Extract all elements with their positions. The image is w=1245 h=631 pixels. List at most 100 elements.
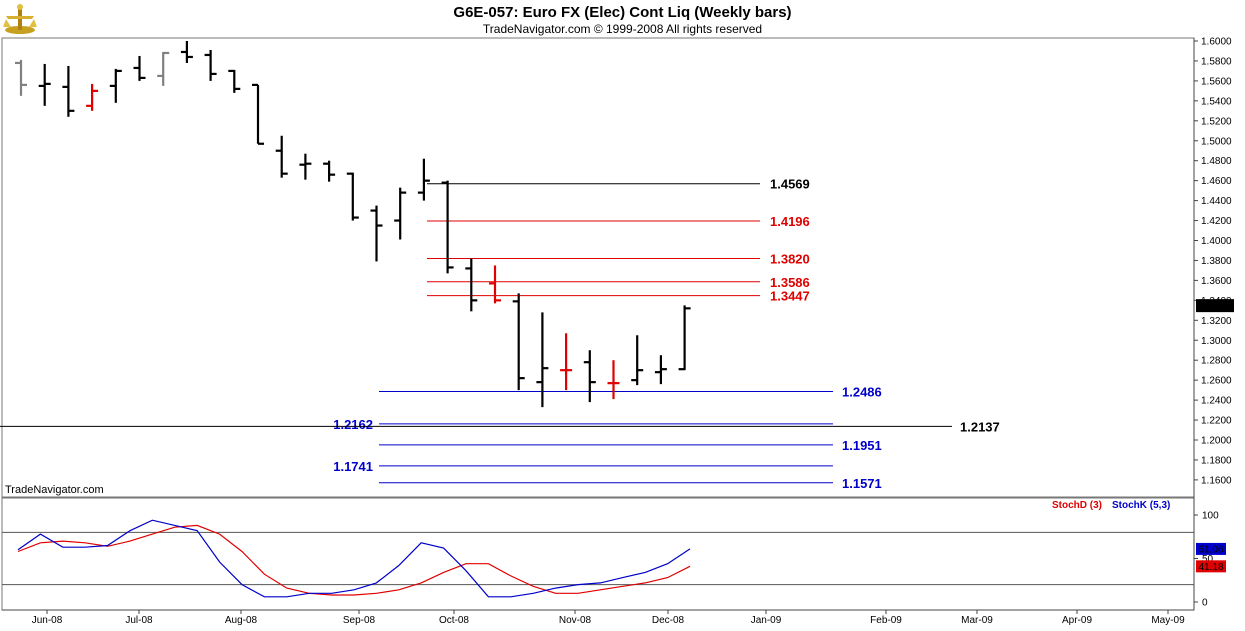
price-bar xyxy=(252,83,264,145)
time-tick-label: Feb-09 xyxy=(870,615,902,626)
level-label: 1.4569 xyxy=(770,177,810,192)
price-bar xyxy=(38,63,51,106)
price-bar xyxy=(157,51,170,86)
price-bar xyxy=(441,180,454,274)
price-bar xyxy=(204,49,217,81)
axes-layer: 1.6000 1.5800 1.5600 1.5400 1.5200 1.5000 1.48… xyxy=(1,37,1234,626)
price-tick-label: 1.3000 xyxy=(1201,336,1232,347)
price-bar xyxy=(109,68,122,103)
price-tick-label: 1.2600 xyxy=(1201,376,1232,387)
price-bar xyxy=(62,65,75,117)
price-bar xyxy=(654,355,667,385)
price-bar xyxy=(536,312,549,408)
stochastic-layer: 100 50 0 41.18 61.06 StochD (3) StochK (5,3) xyxy=(2,500,1226,609)
price-bar xyxy=(228,69,241,93)
price-bar xyxy=(15,59,27,96)
stoch-tick-label: 50 xyxy=(1202,554,1214,565)
time-tick-label: Jan-09 xyxy=(751,615,782,626)
level-label: 1.3586 xyxy=(770,275,810,290)
price-tick-label: 1.3800 xyxy=(1201,256,1232,267)
price-tick-label: 1.2200 xyxy=(1201,416,1232,427)
level-label: 1.2137 xyxy=(960,419,1000,434)
price-tick-label: 1.2000 xyxy=(1201,436,1232,447)
price-bar xyxy=(583,350,596,403)
copyright-text: TradeNavigator.com © 1999-2008 All right… xyxy=(482,22,763,36)
level-label: 1.3820 xyxy=(770,251,810,266)
level-label: 1.4196 xyxy=(770,214,810,229)
level-label: 1.1741 xyxy=(333,459,373,474)
price-bar xyxy=(560,333,573,391)
price-tick-label: 1.3600 xyxy=(1201,276,1232,287)
stoch-tick-label: 100 xyxy=(1202,511,1219,522)
price-bar xyxy=(275,135,288,178)
price-bar xyxy=(346,172,359,221)
stochk-legend: StochK (5,3) xyxy=(1112,500,1170,511)
price-tick-label: 1.2800 xyxy=(1201,356,1232,367)
price-tick-label: 1.5000 xyxy=(1201,136,1232,147)
indicator-pane-frame xyxy=(1,497,1195,611)
chart-header: G6E-057: Euro FX (Elec) Cont Liq (Weekly… xyxy=(0,0,1245,38)
price-tick-label: 1.3200 xyxy=(1201,316,1232,327)
chart-title: G6E-057: Euro FX (Elec) Cont Liq (Weekly… xyxy=(453,4,792,21)
price-tick-label: 1.5600 xyxy=(1201,76,1232,87)
time-tick-label: Oct-08 xyxy=(439,615,469,626)
time-tick-label: Aug-08 xyxy=(225,615,258,626)
level-label: 1.3447 xyxy=(770,289,810,304)
price-tick-label: 1.5200 xyxy=(1201,116,1232,127)
price-bars-layer xyxy=(15,41,691,408)
time-tick-label: May-09 xyxy=(1151,615,1185,626)
price-bar xyxy=(465,258,478,312)
price-tick-label: 1.1600 xyxy=(1201,475,1232,486)
price-tick-label: 1.1800 xyxy=(1201,455,1232,466)
stochk-last-label: 61.06 xyxy=(1198,544,1223,555)
stochk-line xyxy=(17,519,691,598)
price-bar xyxy=(489,265,501,304)
price-bar xyxy=(86,83,99,111)
stoch-tick-label: 0 xyxy=(1202,598,1208,609)
level-label: 1.1951 xyxy=(842,438,882,453)
time-tick-label: Dec-08 xyxy=(652,615,685,626)
watermark-text: TradeNavigator.com xyxy=(5,484,104,496)
price-tick-label: 1.4400 xyxy=(1201,196,1232,207)
price-tick-label: 1.4200 xyxy=(1201,216,1232,227)
price-bar xyxy=(607,360,620,400)
price-bar xyxy=(512,293,525,391)
price-pane-frame xyxy=(1,37,1195,498)
price-bar xyxy=(370,205,383,262)
price-tick-label: 1.4800 xyxy=(1201,156,1232,167)
stochd-line xyxy=(17,524,691,596)
time-tick-label: Jul-08 xyxy=(125,615,153,626)
price-bar xyxy=(631,335,644,386)
price-bar xyxy=(678,305,691,371)
price-bar xyxy=(417,158,430,201)
level-label: 1.2162 xyxy=(333,417,373,432)
price-bar xyxy=(299,153,312,180)
stochk-last-tag xyxy=(1196,542,1226,555)
price-tick-label: 1.2400 xyxy=(1201,396,1232,407)
level-label: 1.1571 xyxy=(842,476,882,491)
time-tick-label: Jun-08 xyxy=(32,615,63,626)
price-tick-label: 1.6000 xyxy=(1201,37,1232,48)
stochd-legend: StochD (3) xyxy=(1052,500,1102,511)
time-tick-label: Apr-09 xyxy=(1062,615,1092,626)
last-price-tag xyxy=(1196,299,1234,313)
tradenavigator-logo-icon xyxy=(2,2,38,36)
time-tick-label: Nov-08 xyxy=(559,615,592,626)
price-tick-label: 1.5400 xyxy=(1201,96,1232,107)
price-bar xyxy=(133,55,146,81)
price-bar xyxy=(394,187,407,240)
last-price-label: 1.3342 xyxy=(1200,302,1231,313)
stochd-last-label: 41.18 xyxy=(1198,562,1223,573)
price-tick-label: 1.4000 xyxy=(1201,236,1232,247)
stochd-last-tag xyxy=(1196,560,1226,573)
time-tick-label: Sep-08 xyxy=(343,615,376,626)
price-tick-label: 1.5800 xyxy=(1201,56,1232,67)
price-tick-label: 1.4600 xyxy=(1201,176,1232,187)
price-bar xyxy=(323,160,336,182)
price-bar xyxy=(180,41,193,63)
time-tick-label: Mar-09 xyxy=(961,615,993,626)
level-label: 1.2486 xyxy=(842,385,882,400)
